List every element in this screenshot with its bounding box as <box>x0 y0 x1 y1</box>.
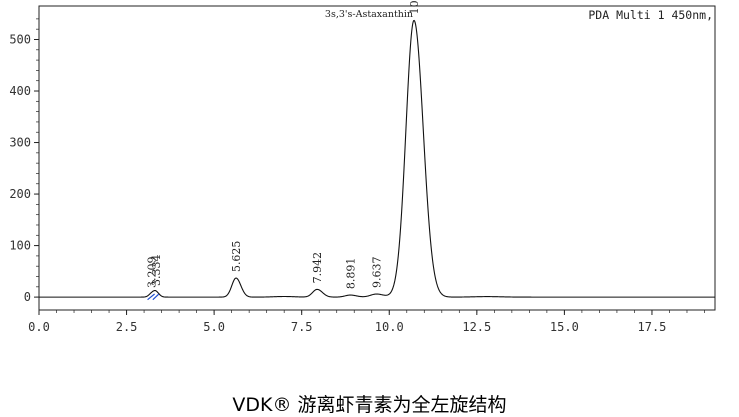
plot-frame <box>38 5 716 311</box>
x-tick-label: 10.0 <box>375 320 404 334</box>
x-tick-label: 12.5 <box>462 320 491 334</box>
detector-label: PDA Multi 1 450nm, <box>588 8 713 22</box>
peak-label: 3.334 <box>150 254 163 286</box>
y-tick-label: 100 <box>9 239 31 253</box>
integration-marker <box>152 293 160 301</box>
y-tick-label: 400 <box>9 84 31 98</box>
x-tick-label: 15.0 <box>550 320 579 334</box>
y-tick-label: 300 <box>9 136 31 150</box>
chromatogram-trace <box>39 19 715 298</box>
main-peak-title: 3s,3's-Astaxanthin <box>325 9 413 20</box>
integration-marker <box>147 293 155 301</box>
y-tick-label: 200 <box>9 187 31 201</box>
x-tick-label: 0.0 <box>28 320 50 334</box>
peak-label: 8.891 <box>344 258 357 290</box>
x-tick-label: 2.5 <box>116 320 138 334</box>
peak-label: 3.209 <box>145 257 158 289</box>
peak-label: 10.706 <box>408 0 421 14</box>
peak-label: 9.637 <box>371 257 384 289</box>
x-tick-label: 7.5 <box>291 320 313 334</box>
x-tick-label: 5.0 <box>203 320 225 334</box>
y-tick-label: 0 <box>24 290 31 304</box>
peak-label: 7.942 <box>311 252 324 284</box>
peak-label: 5.625 <box>230 241 243 273</box>
x-tick-label: 17.5 <box>638 320 667 334</box>
figure-caption: VDK® 游离虾青素为全左旋结构 <box>232 394 507 416</box>
chromatogram-chart: 0 100 200 300 400 500 0.0 2.5 5.0 7.5 10.0 12.5 15.0… <box>9 0 716 334</box>
y-tick-label: 500 <box>9 32 31 46</box>
